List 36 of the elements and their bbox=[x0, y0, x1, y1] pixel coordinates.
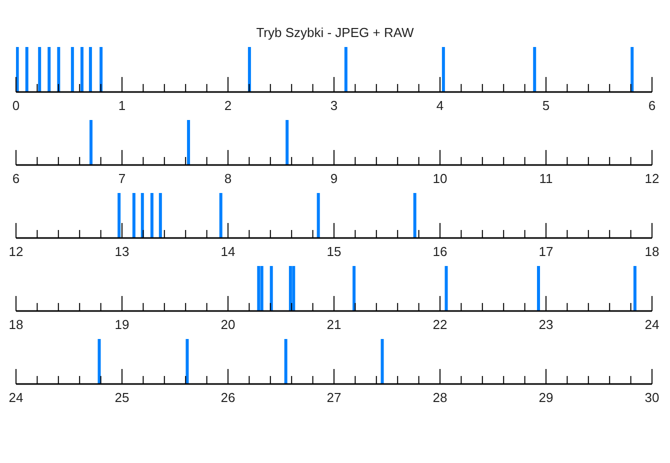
x-tick-label: 24 bbox=[8, 390, 24, 405]
x-tick-label: 21 bbox=[326, 317, 342, 332]
x-tick-label: 15 bbox=[326, 244, 342, 259]
x-tick-label: 17 bbox=[538, 244, 554, 259]
x-tick-label: 4 bbox=[436, 98, 444, 113]
x-tick-label: 6 bbox=[12, 171, 20, 186]
x-tick-label: 20 bbox=[220, 317, 236, 332]
x-tick-label: 25 bbox=[114, 390, 130, 405]
x-tick-label: 23 bbox=[538, 317, 554, 332]
x-tick-label: 2 bbox=[224, 98, 232, 113]
x-tick-label: 0 bbox=[12, 98, 20, 113]
x-tick-label: 24 bbox=[644, 317, 660, 332]
x-tick-label: 16 bbox=[432, 244, 448, 259]
x-tick-label: 18 bbox=[8, 317, 24, 332]
x-tick-label: 30 bbox=[644, 390, 660, 405]
x-tick-label: 27 bbox=[326, 390, 342, 405]
chart-title: Tryb Szybki - JPEG + RAW bbox=[255, 24, 415, 42]
x-tick-label: 3 bbox=[330, 98, 338, 113]
x-tick-label: 5 bbox=[542, 98, 550, 113]
x-tick-label: 14 bbox=[220, 244, 236, 259]
x-tick-label: 6 bbox=[648, 98, 656, 113]
x-tick-label: 28 bbox=[432, 390, 448, 405]
x-tick-label: 9 bbox=[330, 171, 338, 186]
x-tick-label: 26 bbox=[220, 390, 236, 405]
x-tick-label: 10 bbox=[432, 171, 448, 186]
x-tick-label: 12 bbox=[8, 244, 24, 259]
x-tick-label: 7 bbox=[118, 171, 126, 186]
x-tick-label: 13 bbox=[114, 244, 130, 259]
x-tick-label: 1 bbox=[118, 98, 126, 113]
x-tick-label: 29 bbox=[538, 390, 554, 405]
x-tick-label: 12 bbox=[644, 171, 660, 186]
x-tick-label: 18 bbox=[644, 244, 660, 259]
x-tick-label: 11 bbox=[539, 171, 553, 186]
x-tick-label: 22 bbox=[432, 317, 448, 332]
x-tick-label: 8 bbox=[224, 171, 232, 186]
x-tick-label: 19 bbox=[114, 317, 130, 332]
